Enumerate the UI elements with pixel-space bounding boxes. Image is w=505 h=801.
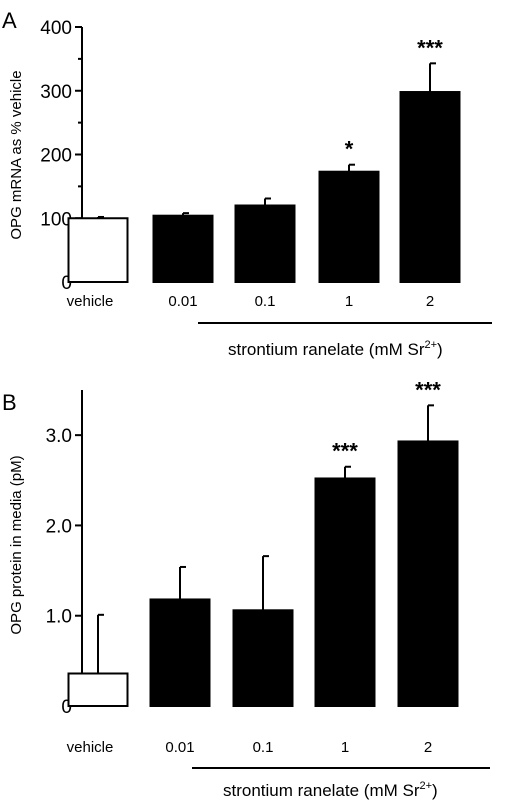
chart-a-significance-label: ***: [417, 35, 443, 60]
chart-b-significance-label: ***: [332, 439, 358, 464]
chart-a-bar: [318, 170, 380, 283]
chart-a-category-label: 1: [345, 293, 353, 310]
chart-b-category-label: 0.1: [253, 739, 274, 756]
chart-a-y-tick-label: 100: [40, 209, 72, 230]
chart-b-y-axis-label: OPG protein in media (pM): [8, 455, 25, 634]
chart-b-panel-letter: B: [2, 390, 17, 415]
chart-b-category-label: 1: [341, 739, 349, 756]
chart-b-y-tick-label: 0: [61, 697, 72, 718]
chart-a-category-label: 0.01: [168, 293, 197, 310]
chart-b-panel: B 0 1.0 2.0 3.0 OPG protein in media (pM) vehi…: [2, 377, 490, 800]
chart-a-bar: [152, 214, 214, 283]
chart-b-y-tick-label: 3.0: [46, 426, 72, 447]
chart-a-category-label: 0.1: [255, 293, 276, 310]
chart-b-group-label: strontium ranelate (mM Sr2+): [223, 780, 438, 800]
chart-b-bar: [314, 477, 376, 708]
chart-a-y-tick-label: 200: [40, 146, 72, 167]
chart-a-group-label: strontium ranelate (mM Sr2+): [228, 339, 443, 359]
chart-a-bar: [67, 217, 129, 283]
chart-a-significance-label: *: [345, 137, 354, 162]
chart-b-category-label: vehicle: [67, 739, 114, 756]
chart-a-bar: [399, 91, 461, 284]
chart-b-bar: [397, 440, 459, 707]
chart-b-bar: [67, 672, 129, 707]
chart-b-y-tick-label: 1.0: [46, 607, 72, 628]
chart-a-y-tick-label: 300: [40, 82, 72, 103]
chart-b-significance-label: ***: [415, 377, 441, 402]
chart-a-y-tick-label: 400: [40, 18, 72, 39]
chart-b-category-label: 0.01: [165, 739, 194, 756]
chart-a-category-label: vehicle: [67, 293, 114, 310]
chart-a-bar: [234, 204, 296, 283]
chart-b-category-label: 2: [424, 739, 432, 756]
chart-a-panel: A 0 100 200 300 400 OPG mRNA as % vehicle vehic…: [2, 8, 492, 359]
chart-a-y-tick-label: 0: [61, 273, 72, 294]
chart-b-bar: [149, 598, 211, 707]
chart-a-category-label: 2: [426, 293, 434, 310]
chart-b-y-tick-label: 2.0: [46, 516, 72, 537]
chart-a-y-axis-label: OPG mRNA as % vehicle: [8, 70, 25, 239]
chart-b-bar: [232, 609, 294, 707]
chart-a-panel-letter: A: [2, 8, 17, 33]
